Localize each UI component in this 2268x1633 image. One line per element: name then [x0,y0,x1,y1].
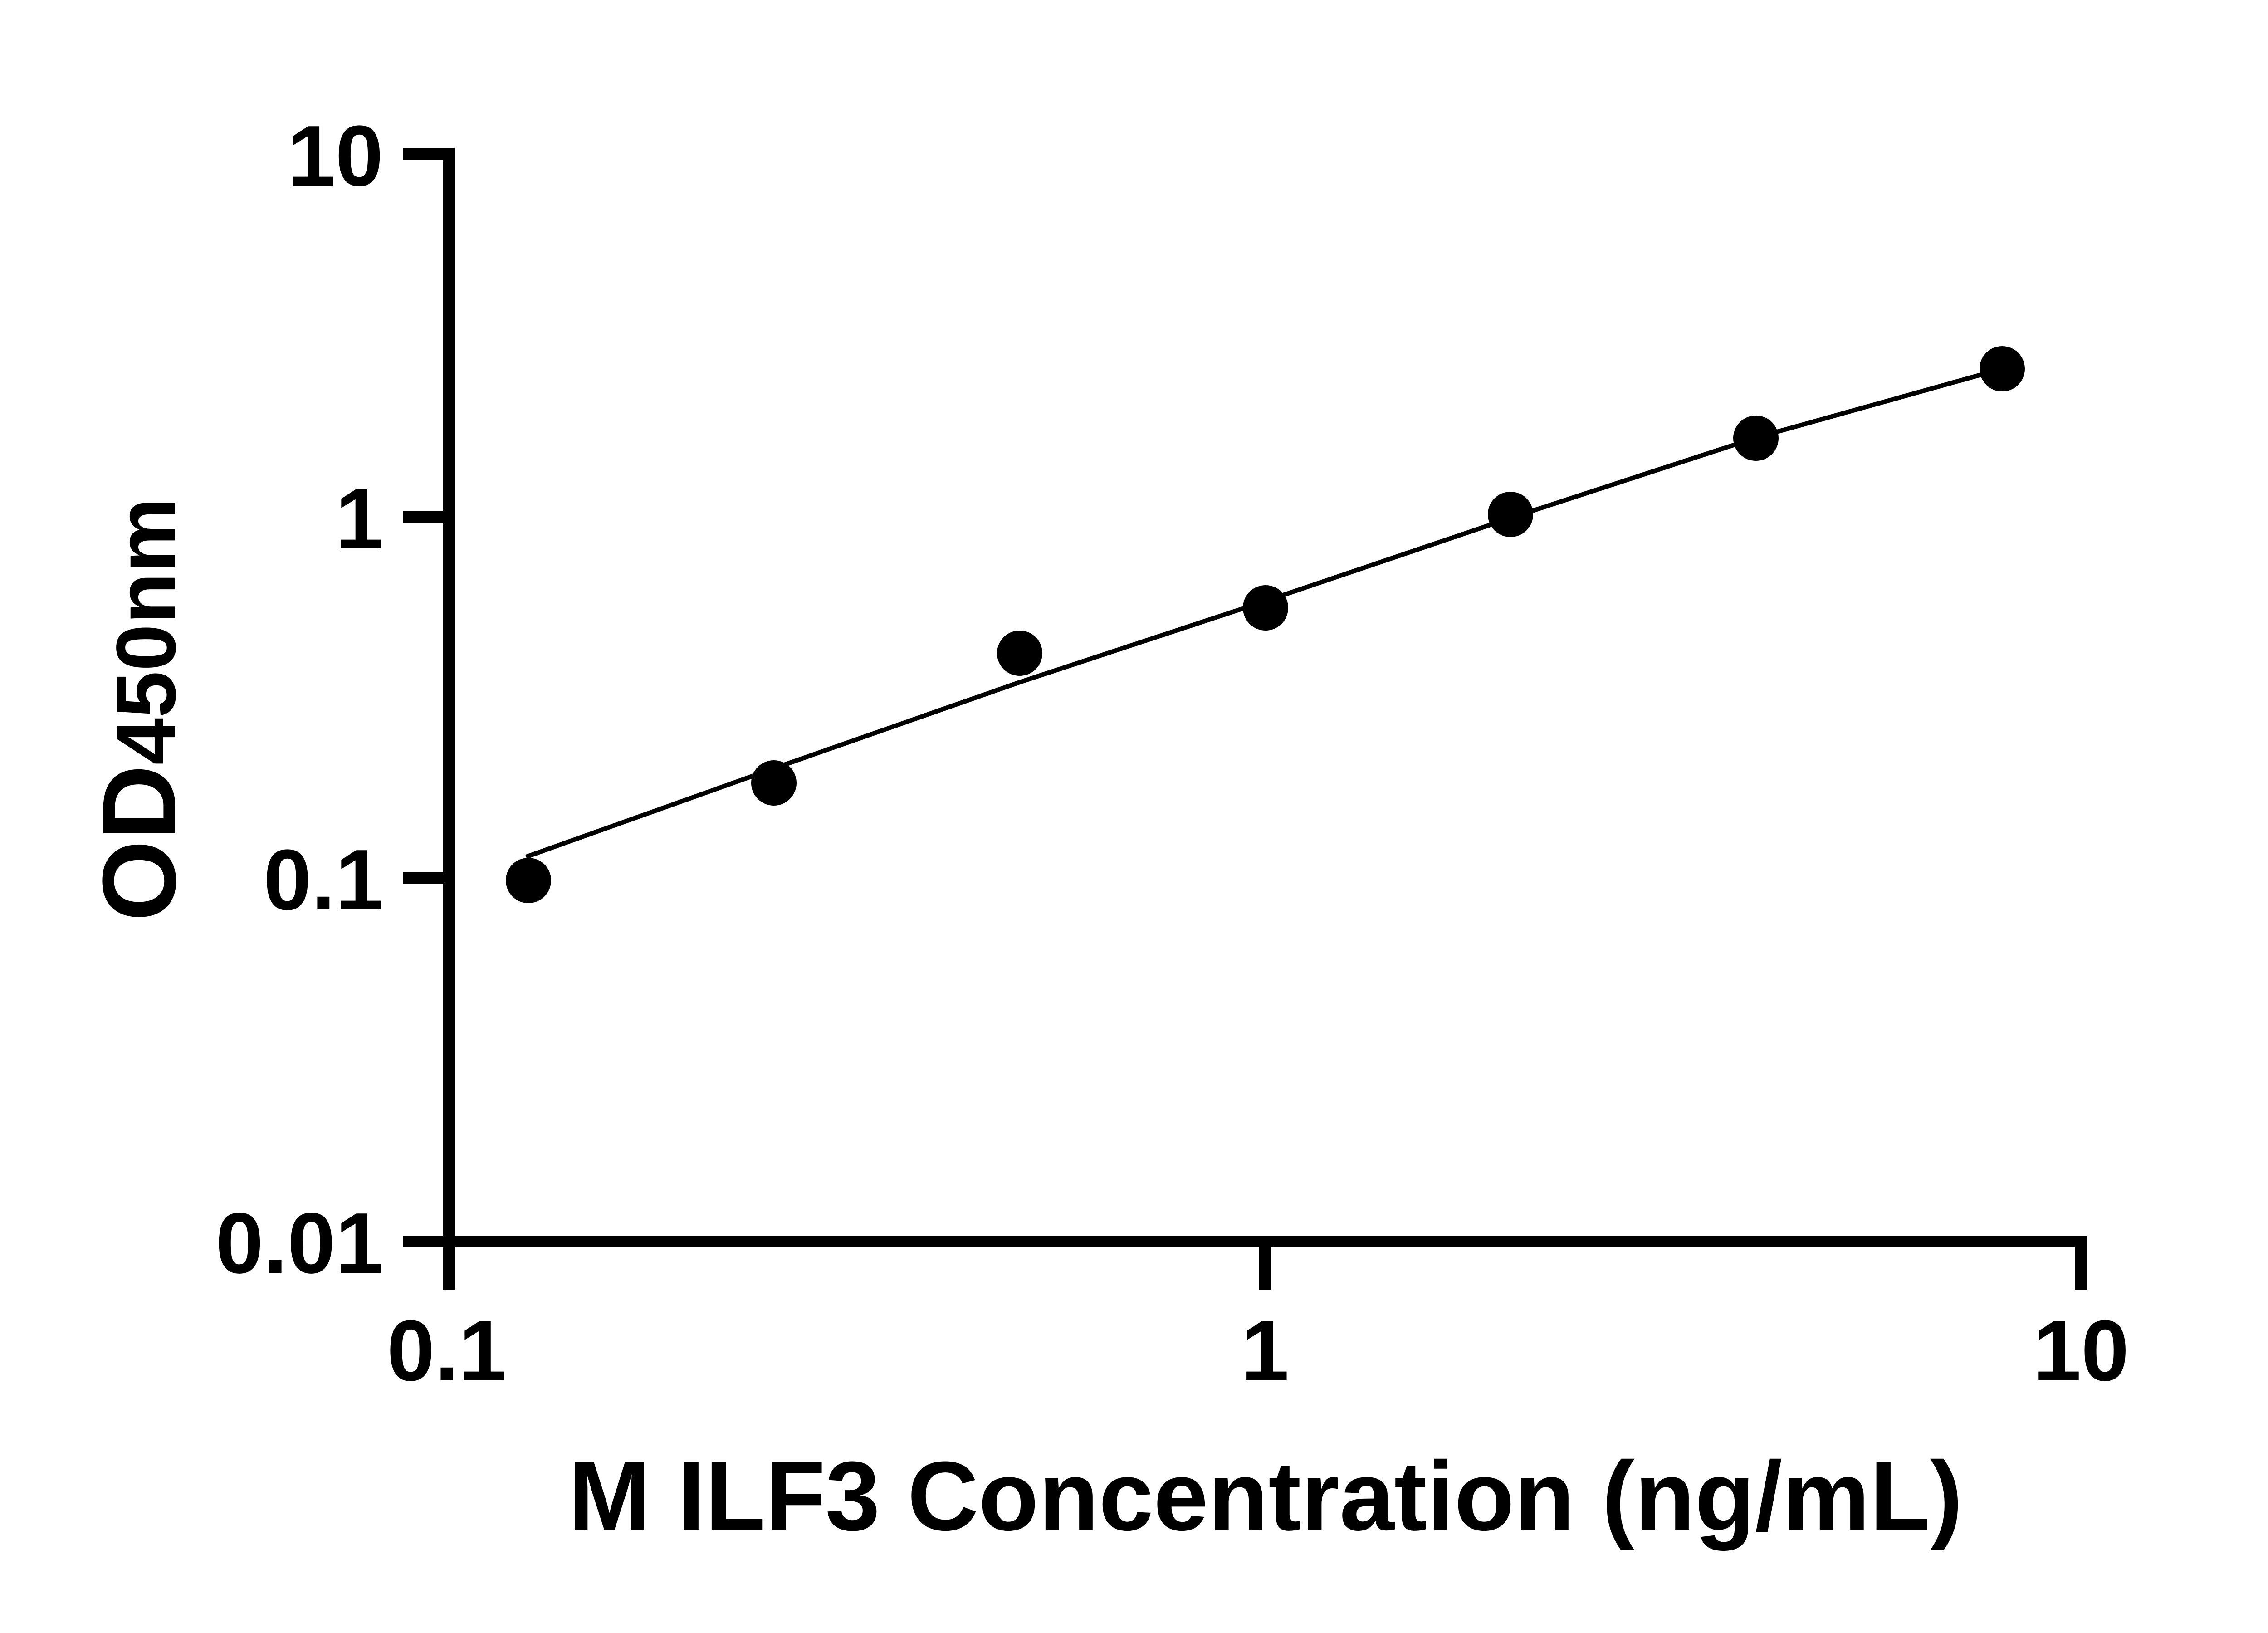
svg-text:0.1: 0.1 [264,832,383,928]
svg-text:OD450nm: OD450nm [81,498,197,921]
svg-text:0.1: 0.1 [387,1303,507,1399]
svg-text:1: 1 [1241,1303,1289,1399]
svg-text:1: 1 [335,471,383,567]
svg-text:0.01: 0.01 [215,1195,383,1291]
svg-text:10: 10 [288,108,383,204]
svg-text:10: 10 [2033,1303,2129,1399]
svg-text:M ILF3 Concentration (ng/mL): M ILF3 Concentration (ng/mL) [568,1441,1963,1551]
